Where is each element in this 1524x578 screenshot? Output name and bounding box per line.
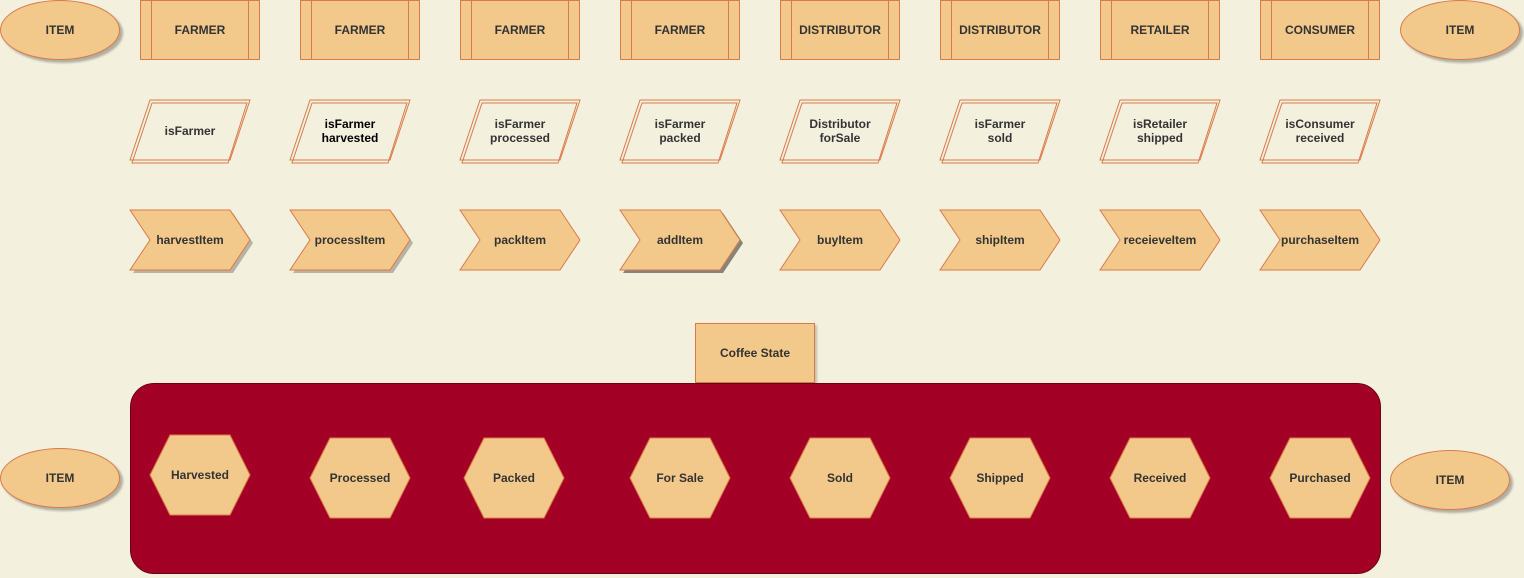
function-label: purchaseItem (1280, 233, 1360, 247)
item-ellipse-bottom-left: ITEM (0, 448, 120, 508)
item-ellipse-label: ITEM (45, 471, 75, 485)
role-label: DISTRIBUTOR (799, 23, 881, 37)
state-label: Processed (329, 471, 391, 485)
item-ellipse-label: ITEM (45, 23, 75, 37)
function-label: packItem (493, 233, 547, 247)
function-label: buyItem (816, 233, 863, 247)
check-parallelogram-2: isFarmer harvested (289, 99, 412, 164)
role-box-retailer: RETAILER (1100, 0, 1220, 60)
role-label: RETAILER (1130, 23, 1190, 37)
state-hexagon-sold: Sold (789, 437, 892, 522)
function-chevron-purchase-item: purchaseItem (1259, 209, 1382, 274)
check-parallelogram-3: isFarmer processed (459, 99, 582, 164)
role-label: FARMER (334, 23, 386, 37)
state-hexagon-processed: Processed (309, 437, 412, 522)
state-label: Purchased (1289, 471, 1351, 485)
role-label: FARMER (494, 23, 546, 37)
item-ellipse-label: ITEM (1435, 473, 1465, 487)
check-label: isFarmer harvested (321, 117, 379, 145)
state-hexagon-received: Received (1109, 437, 1212, 522)
check-label: isFarmer sold (974, 117, 1026, 145)
function-chevron-buy-item: buyItem (779, 209, 902, 274)
function-chevron-pack-item: packItem (459, 209, 582, 274)
function-chevron-harvest-item: harvestItem (129, 209, 253, 274)
role-box-farmer-4: FARMER (620, 0, 740, 60)
check-label: isFarmer packed (654, 117, 706, 145)
coffee-state-label: Coffee State (719, 346, 790, 360)
state-label: For Sale (656, 471, 704, 485)
state-hexagon-purchased: Purchased (1269, 437, 1372, 522)
role-box-farmer-3: FARMER (460, 0, 580, 60)
check-label: Distributor forSale (809, 117, 871, 145)
role-label: FARMER (654, 23, 706, 37)
state-label: Sold (827, 471, 853, 485)
function-label: processItem (314, 233, 386, 247)
function-label: harvestItem (156, 233, 224, 247)
state-hexagon-shipped: Shipped (949, 437, 1052, 522)
role-label: DISTRIBUTOR (959, 23, 1041, 37)
check-parallelogram-8: isConsumer received (1259, 99, 1382, 164)
role-box-farmer-1: FARMER (140, 0, 260, 60)
check-parallelogram-7: isRetailer shipped (1099, 99, 1222, 164)
function-chevron-add-item: addItem (619, 209, 743, 274)
state-hexagon-packed: Packed (463, 437, 566, 522)
state-label: Packed (492, 471, 536, 485)
function-label: shipItem (975, 233, 1025, 247)
check-parallelogram-4: isFarmer packed (619, 99, 742, 164)
state-label: Received (1133, 471, 1187, 485)
item-ellipse-bottom-right: ITEM (1390, 450, 1510, 510)
function-chevron-receive-item: receieveItem (1099, 209, 1222, 274)
item-ellipse-top-right: ITEM (1400, 0, 1520, 60)
function-chevron-ship-item: shipItem (939, 209, 1062, 274)
state-label: Harvested (170, 468, 230, 482)
check-parallelogram-6: isFarmer sold (939, 99, 1062, 164)
check-label: isFarmer (164, 124, 216, 138)
role-box-distributor-2: DISTRIBUTOR (940, 0, 1060, 60)
check-label: isConsumer received (1285, 117, 1355, 145)
role-box-farmer-2: FARMER (300, 0, 420, 60)
item-ellipse-top-left: ITEM (0, 0, 120, 60)
check-parallelogram-5: Distributor forSale (779, 99, 902, 164)
check-parallelogram-1: isFarmer (129, 99, 252, 164)
role-label: CONSUMER (1284, 23, 1355, 37)
role-box-distributor-1: DISTRIBUTOR (780, 0, 900, 60)
state-hexagon-harvested: Harvested (149, 434, 252, 519)
coffee-state-title: Coffee State (695, 323, 815, 383)
state-hexagon-for-sale: For Sale (629, 437, 732, 522)
function-label: receieveItem (1123, 233, 1197, 247)
function-label: addItem (656, 233, 703, 247)
role-label: FARMER (174, 23, 226, 37)
check-label: isFarmer processed (489, 117, 551, 145)
item-ellipse-label: ITEM (1445, 23, 1475, 37)
state-label: Shipped (976, 471, 1024, 485)
function-chevron-process-item: processItem (289, 209, 413, 274)
role-box-consumer: CONSUMER (1260, 0, 1380, 60)
check-label: isRetailer shipped (1132, 117, 1188, 145)
